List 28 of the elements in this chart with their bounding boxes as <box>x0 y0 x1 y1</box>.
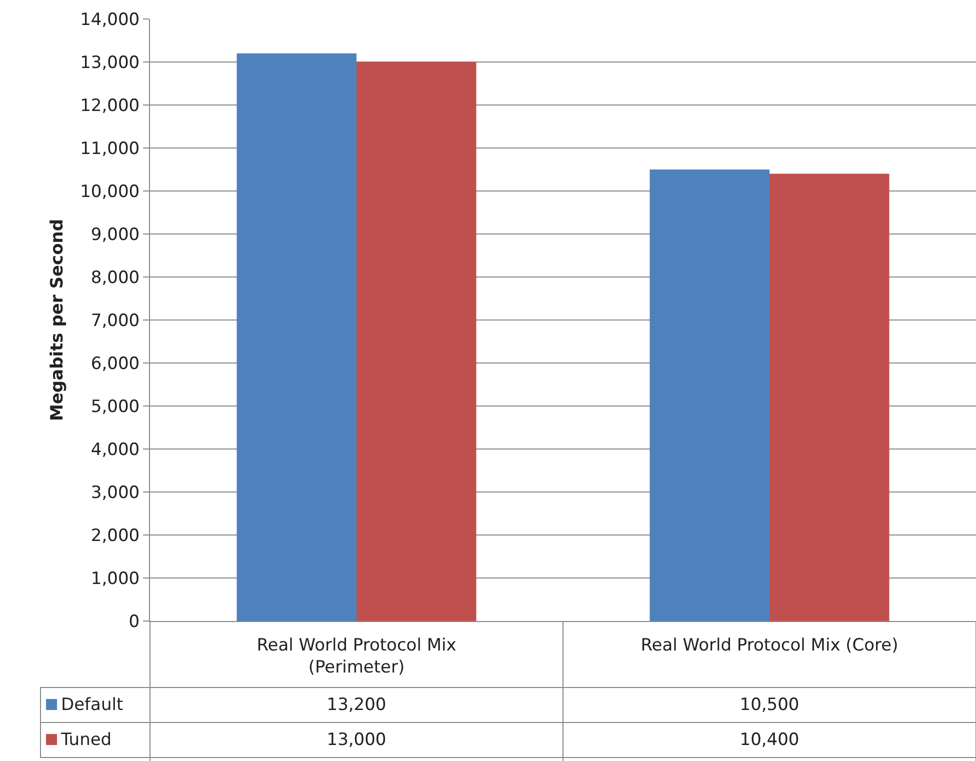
bar <box>356 62 476 621</box>
legend-label: Tuned <box>61 730 112 750</box>
y-tick-label: 3,000 <box>90 482 140 503</box>
data-label: 10,400 <box>738 728 800 752</box>
legend-label: Default <box>61 694 124 714</box>
y-tick-label: 4,000 <box>90 440 140 460</box>
bar <box>236 53 356 621</box>
y-axis-title: Megabits per Second <box>48 218 68 422</box>
data-label: 13,000 <box>326 728 388 752</box>
y-tick-label: 14,000 <box>80 10 140 30</box>
data-label: 10,500 <box>738 694 800 716</box>
y-tick-label: 2,000 <box>90 526 140 546</box>
y-tick-label: 0 <box>128 612 140 632</box>
y-tick-label: 10,000 <box>80 182 140 202</box>
y-tick-label: 1,000 <box>90 568 140 589</box>
y-tick-label: 7,000 <box>90 310 140 331</box>
data-label: 13,200 <box>326 694 388 716</box>
y-tick-label: 11,000 <box>80 138 140 159</box>
y-tick-label: 9,000 <box>90 224 140 245</box>
x-tick-label: Real World Protocol Mix (Perimeter) <box>256 635 456 678</box>
bar <box>650 170 770 621</box>
y-tick-label: 5,000 <box>90 396 140 417</box>
y-tick-label: 8,000 <box>90 268 140 288</box>
y-tick-label: 6,000 <box>90 354 140 374</box>
y-tick-label: 12,000 <box>80 96 140 116</box>
bar <box>770 174 890 621</box>
x-tick-label: Real World Protocol Mix (Core) <box>640 635 898 656</box>
y-tick-label: 13,000 <box>80 52 140 73</box>
